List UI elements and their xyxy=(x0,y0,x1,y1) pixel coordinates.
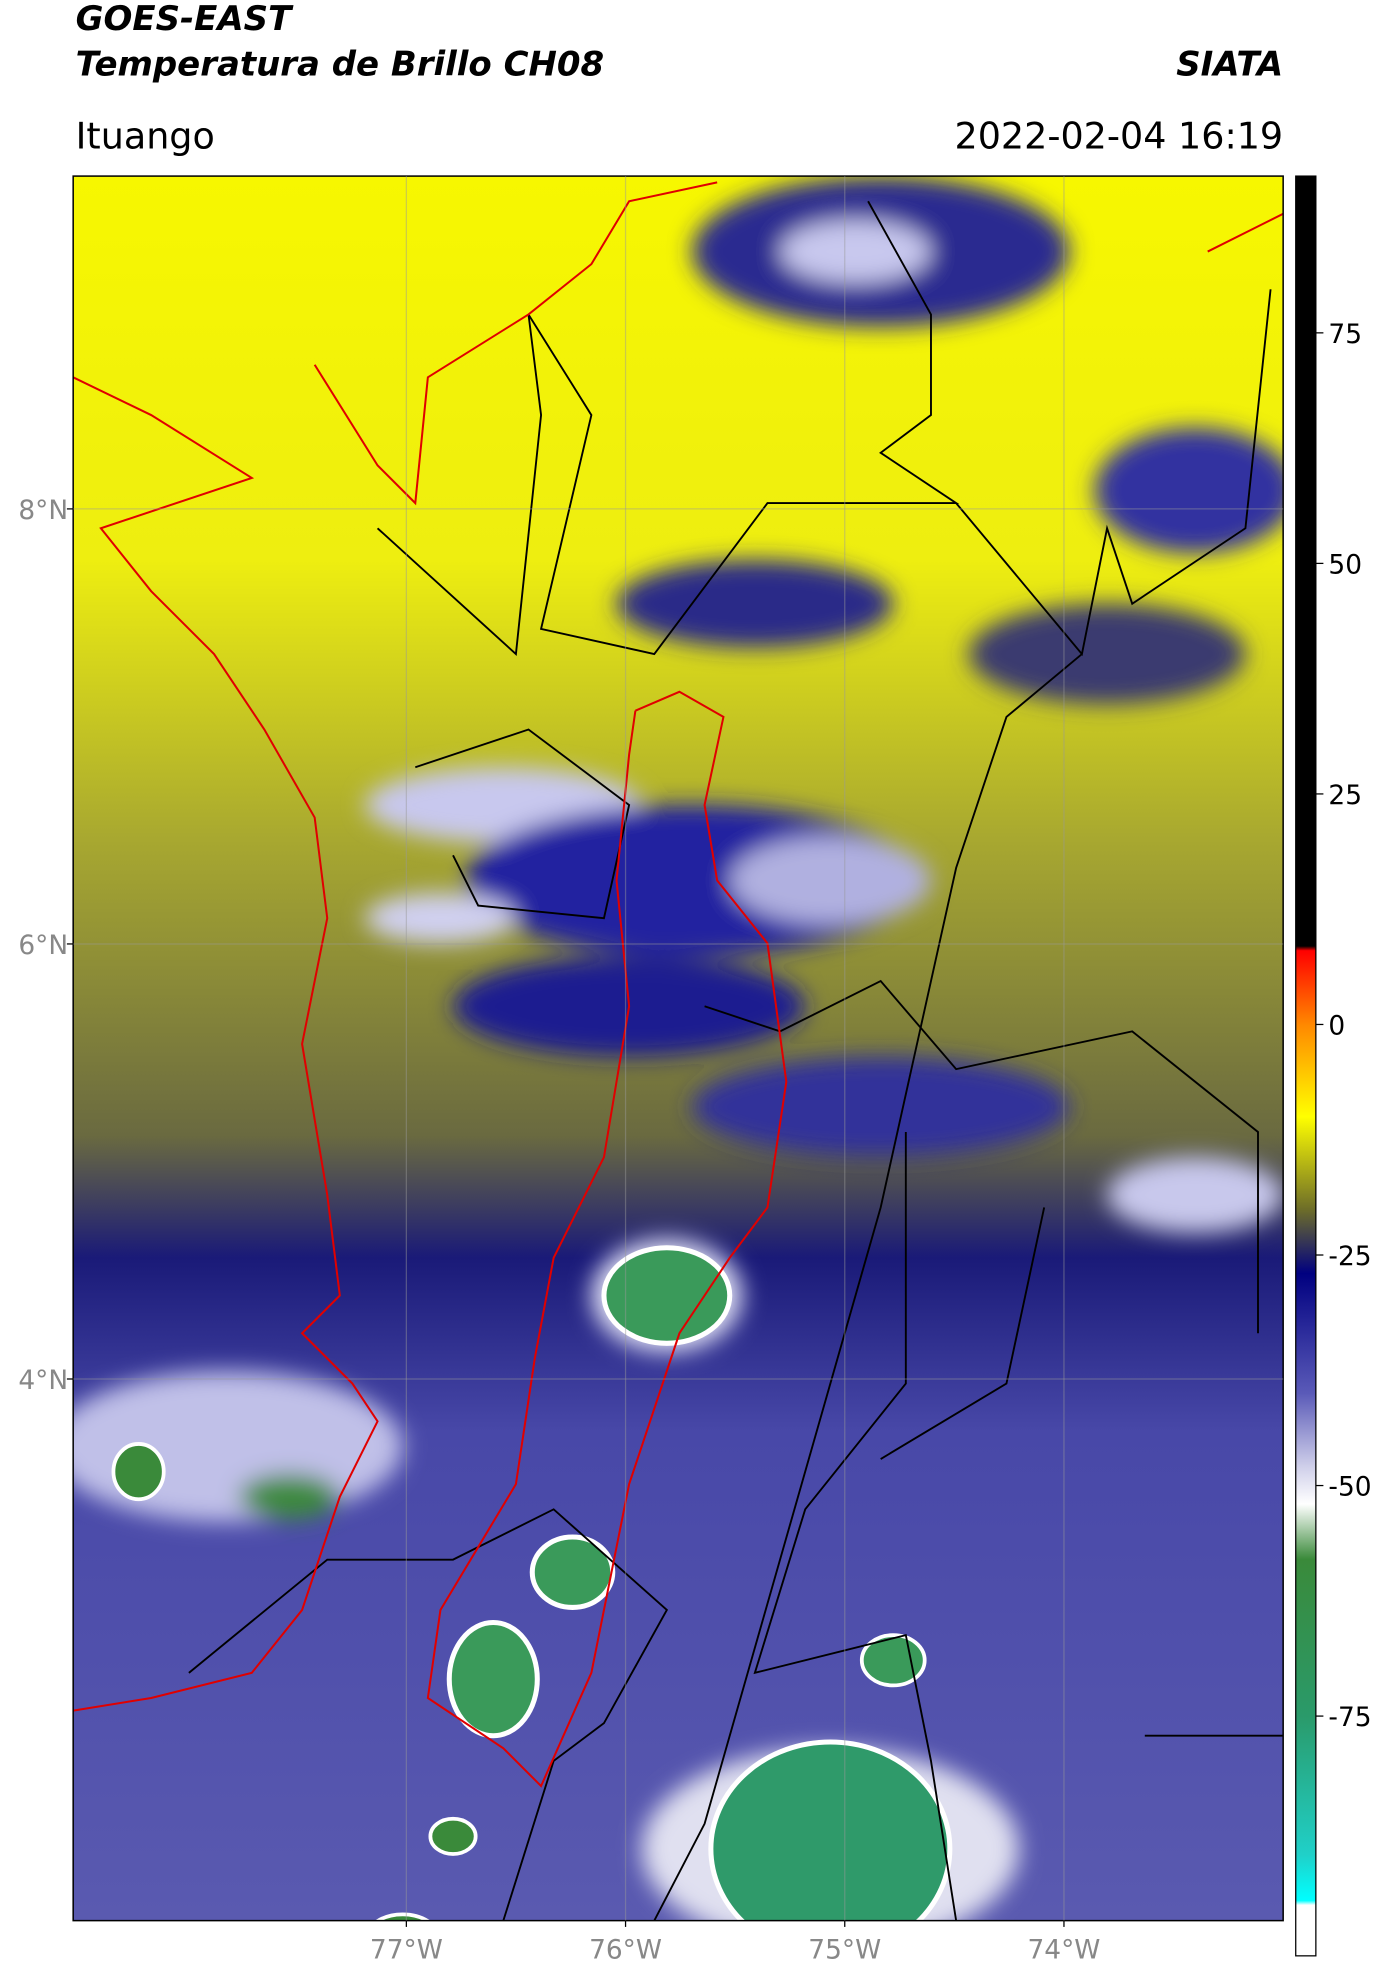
subtitle: Temperatura de Brillo CH08 xyxy=(76,44,604,84)
y-tick-label: 6°N xyxy=(18,930,68,961)
source: SIATA xyxy=(1176,44,1283,84)
colorbar-tick-label: -75 xyxy=(1328,1702,1371,1733)
graticule: 77°W 76°W 75°W 74°W 8°N 6°N 4°N xyxy=(18,176,1284,1965)
x-tick-label: 74°W xyxy=(1027,1934,1100,1965)
map-frame xyxy=(72,175,1284,1922)
x-tick-label: 76°W xyxy=(589,1934,662,1965)
datetime: 2022-02-04 16:19 xyxy=(955,114,1284,157)
y-tick-label: 4°N xyxy=(18,1365,68,1396)
x-tick-label: 77°W xyxy=(370,1934,443,1965)
colorbar-tick-label: 25 xyxy=(1328,780,1362,811)
colorbar-tick-label: 0 xyxy=(1328,1011,1345,1042)
colorbar-tick-label: -50 xyxy=(1328,1472,1371,1503)
colorbar-tick-label: 75 xyxy=(1328,319,1362,350)
convective-cores xyxy=(111,1245,953,1921)
x-tick-label: 75°W xyxy=(808,1934,881,1965)
colorbar-tick-label: 50 xyxy=(1328,549,1362,580)
title: GOES-EAST xyxy=(76,0,294,39)
coastline-and-ituango-boundary xyxy=(73,181,1284,1788)
satellite-image xyxy=(73,176,1284,1921)
region: Ituango xyxy=(76,114,215,157)
colorbar xyxy=(1295,175,1317,1957)
colorbar-tick-label: -25 xyxy=(1328,1241,1371,1272)
y-tick-label: 8°N xyxy=(18,495,68,526)
